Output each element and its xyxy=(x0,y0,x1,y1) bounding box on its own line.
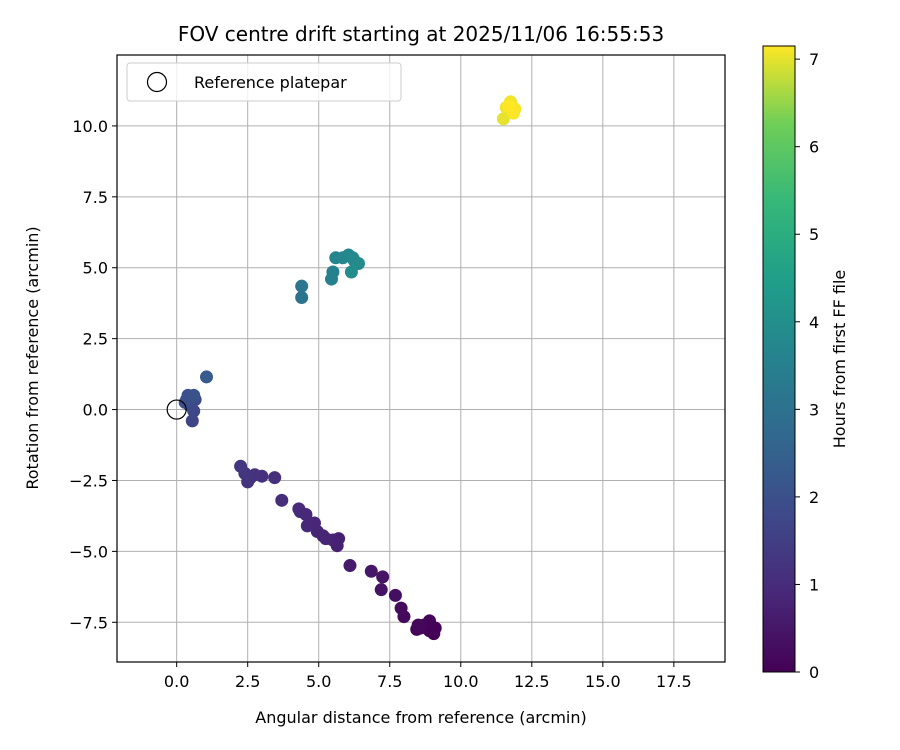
x-tick-label: 7.5 xyxy=(377,672,402,691)
colorbar-gradient xyxy=(762,45,796,673)
data-point xyxy=(374,583,388,597)
legend-label-reference: Reference platepar xyxy=(194,73,347,92)
colorbar-label: Hours from first FF file xyxy=(830,270,849,449)
data-point xyxy=(300,519,314,533)
data-point xyxy=(343,559,357,573)
colorbar-tick-label: 5 xyxy=(809,225,819,244)
x-tick-label: 2.5 xyxy=(235,672,260,691)
data-point xyxy=(388,588,402,602)
x-tick-label: 12.5 xyxy=(514,672,550,691)
chart-title: FOV centre drift starting at 2025/11/06 … xyxy=(178,22,664,46)
data-point xyxy=(326,265,340,279)
x-tick-label: 5.0 xyxy=(306,672,331,691)
colorbar-tick-label: 4 xyxy=(809,313,819,332)
x-tick-label: 0.0 xyxy=(164,672,189,691)
data-point xyxy=(351,256,365,270)
y-tick-label: 7.5 xyxy=(83,188,108,207)
plot-area-frame xyxy=(116,54,726,663)
colorbar: 0 1 2 3 4 5 6 7 Hours from first FF file xyxy=(762,45,849,682)
data-point xyxy=(295,279,309,293)
data-points xyxy=(166,95,522,641)
data-point xyxy=(295,291,309,305)
colorbar-tick-label: 0 xyxy=(809,663,819,682)
y-tick-label: 2.5 xyxy=(83,330,108,349)
data-point xyxy=(411,618,425,632)
legend-box xyxy=(126,62,402,102)
data-point xyxy=(292,502,306,516)
colorbar-tick-label: 7 xyxy=(809,50,819,69)
y-tick-label: −7.5 xyxy=(69,613,108,632)
data-point xyxy=(376,570,390,584)
data-point xyxy=(423,614,437,628)
data-point xyxy=(275,493,289,507)
legend: Reference platepar xyxy=(126,62,402,102)
reference-platepar-marker xyxy=(166,399,187,420)
colorbar-tick-label: 6 xyxy=(809,138,819,157)
data-point xyxy=(394,601,408,615)
data-point xyxy=(364,564,378,578)
axis-ticks: 0.0 2.5 5.0 7.5 10.0 12.5 15.0 17.5 −7.5 −5.0 −2.5… xyxy=(69,117,692,691)
legend-marker-reference xyxy=(146,71,168,93)
y-tick-label: 5.0 xyxy=(83,259,108,278)
data-point xyxy=(234,459,248,473)
y-tick-label: −5.0 xyxy=(69,542,108,561)
y-tick-label: −2.5 xyxy=(69,471,108,490)
data-point xyxy=(268,471,282,485)
data-point xyxy=(199,370,213,384)
colorbar-ticks: 0 1 2 3 4 5 6 7 xyxy=(795,50,819,682)
x-tick-label: 10.0 xyxy=(443,672,479,691)
y-axis-label: Rotation from reference (arcmin) xyxy=(23,226,42,489)
data-point xyxy=(185,414,199,428)
grid xyxy=(117,55,725,662)
colorbar-tick-label: 3 xyxy=(809,400,819,419)
x-axis-label: Angular distance from reference (arcmin) xyxy=(255,708,586,727)
data-point xyxy=(344,265,358,279)
data-point xyxy=(496,112,510,126)
colorbar-tick-label: 2 xyxy=(809,488,819,507)
y-tick-label: 0.0 xyxy=(83,401,108,420)
x-tick-label: 17.5 xyxy=(656,672,692,691)
data-point xyxy=(187,388,201,402)
data-point xyxy=(502,99,516,113)
y-tick-label: 10.0 xyxy=(72,117,108,136)
x-tick-label: 15.0 xyxy=(585,672,621,691)
colorbar-tick-label: 1 xyxy=(809,575,819,594)
